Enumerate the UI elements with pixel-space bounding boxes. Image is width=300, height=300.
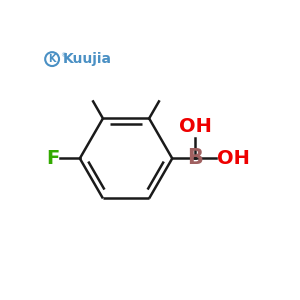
Text: K: K	[48, 54, 56, 64]
Text: OH: OH	[179, 118, 212, 136]
Text: Kuujia: Kuujia	[63, 52, 112, 66]
Text: OH: OH	[217, 149, 250, 168]
Text: ®: ®	[60, 53, 66, 58]
Text: F: F	[46, 149, 59, 168]
Text: B: B	[188, 148, 203, 168]
